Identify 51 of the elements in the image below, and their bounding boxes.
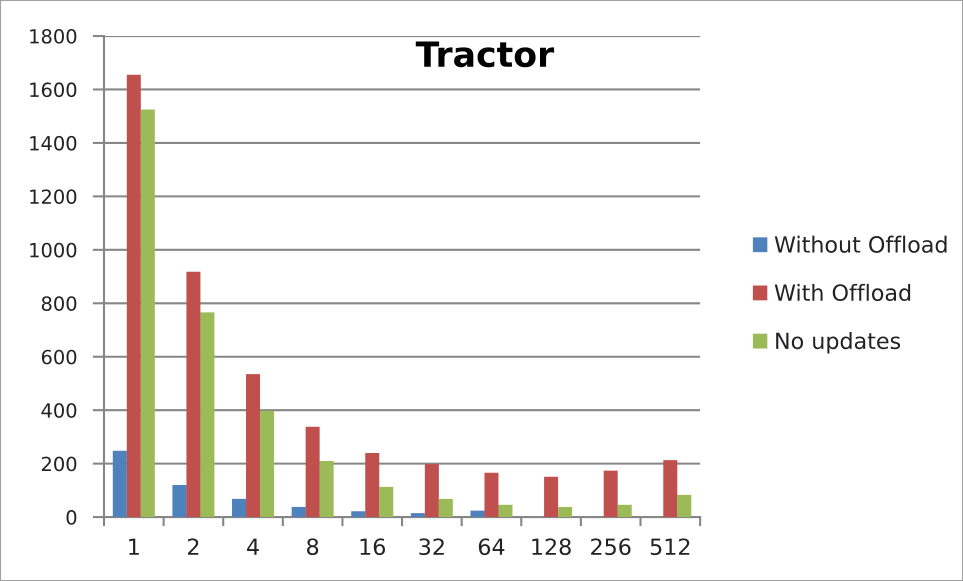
x-tick-label: 4: [247, 538, 259, 555]
x-tick-label: 512: [650, 538, 690, 556]
bar: [292, 506, 306, 518]
x-tick-label: 256: [591, 538, 630, 556]
bar: [365, 452, 380, 518]
bar: [306, 426, 320, 518]
legend-label: No updates: [776, 332, 900, 354]
bar: [379, 486, 394, 518]
y-tick-label: 600: [42, 350, 76, 364]
bar: [438, 498, 453, 518]
bar: [604, 470, 618, 518]
bar: [424, 464, 439, 518]
bar: [558, 506, 572, 518]
bar: [186, 272, 200, 518]
x-tick-label: 128: [532, 538, 571, 556]
chart-title: Tractor: [416, 41, 554, 68]
x-tick-label: 32: [419, 538, 444, 556]
x-tick-label: 16: [360, 538, 385, 556]
y-tick-label: 1000: [30, 242, 76, 258]
x-tick-label: 8: [307, 538, 318, 556]
y-tick-label: 200: [42, 456, 76, 472]
y-tick-label: 1200: [30, 189, 76, 204]
x-tick-label: 2: [188, 538, 198, 555]
bar: [410, 513, 425, 518]
x-tick-label: 64: [478, 538, 504, 556]
bar: [172, 485, 186, 518]
bar: [126, 74, 141, 518]
legend-label: With Offload: [774, 284, 910, 302]
legend-label: Without Offload: [774, 236, 947, 253]
bar: [260, 410, 274, 518]
y-tick-label: 400: [41, 403, 76, 418]
bar: [677, 494, 692, 518]
bar: [351, 511, 366, 518]
y-tick-label: 1600: [30, 82, 76, 98]
bar: [232, 498, 246, 518]
bar: [484, 472, 498, 518]
bar: [663, 460, 678, 518]
bar: [140, 110, 155, 518]
bar: [200, 312, 214, 518]
y-tick-label: 0: [66, 510, 76, 525]
bar: [320, 460, 334, 518]
bar: [470, 510, 484, 518]
y-tick-label: 800: [42, 296, 76, 311]
y-tick-label: 1800: [30, 28, 76, 44]
bar: [112, 450, 127, 518]
bar: [544, 476, 558, 518]
y-tick-label: 1400: [30, 136, 76, 151]
x-tick-label: 1: [129, 538, 139, 555]
bar: [498, 504, 512, 518]
bar: [618, 504, 632, 518]
bar: [246, 374, 260, 518]
